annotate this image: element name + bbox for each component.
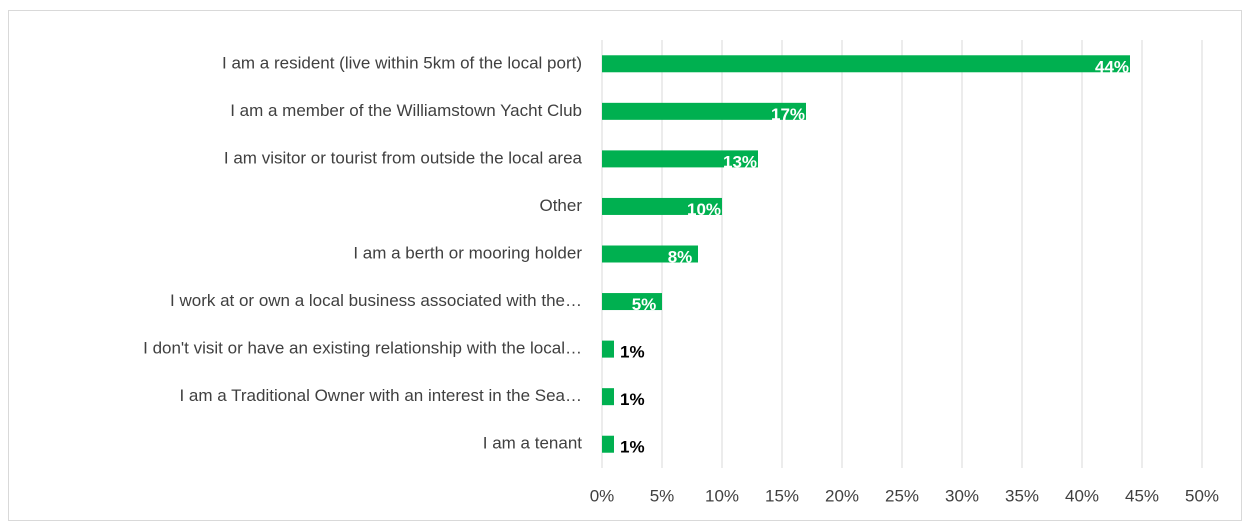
data-label: 5%: [632, 295, 657, 314]
x-tick-label: 40%: [1065, 486, 1099, 505]
bar: [602, 388, 614, 406]
y-tick-label: I work at or own a local business associ…: [170, 291, 582, 310]
bar: [602, 293, 662, 311]
data-label: 1%: [620, 390, 645, 409]
x-tick-label: 30%: [945, 486, 979, 505]
y-tick-label: I am a tenant: [483, 434, 583, 453]
x-tick-label: 35%: [1005, 486, 1039, 505]
bar: [602, 245, 698, 263]
y-tick-label: Other: [539, 196, 582, 215]
bar: [602, 55, 1130, 73]
chart-frame: [8, 10, 1242, 521]
x-tick-label: 0%: [590, 486, 615, 505]
y-tick-label: I am a Traditional Owner with an interes…: [179, 386, 582, 405]
y-tick-label: I am visitor or tourist from outside the…: [224, 148, 583, 167]
x-tick-label: 25%: [885, 486, 919, 505]
x-tick-label: 45%: [1125, 486, 1159, 505]
data-label: 10%: [687, 200, 721, 219]
bar: [602, 197, 722, 215]
data-label: 1%: [620, 438, 645, 457]
bar: [602, 150, 758, 168]
y-tick-label: I am a member of the Williamstown Yacht …: [230, 101, 582, 120]
y-tick-label: I am a berth or mooring holder: [353, 243, 582, 262]
x-tick-label: 15%: [765, 486, 799, 505]
x-tick-label: 20%: [825, 486, 859, 505]
data-label: 13%: [723, 152, 757, 171]
data-label: 44%: [1095, 57, 1129, 76]
bar: [602, 102, 806, 120]
data-label: 8%: [668, 247, 693, 266]
x-tick-label: 10%: [705, 486, 739, 505]
y-tick-label: I am a resident (live within 5km of the …: [222, 53, 582, 72]
bar: [602, 435, 614, 453]
data-label: 17%: [771, 105, 805, 124]
x-tick-label: 5%: [650, 486, 675, 505]
x-tick-label: 50%: [1185, 486, 1219, 505]
y-tick-label: I don't visit or have an existing relati…: [143, 339, 582, 358]
bar: [602, 340, 614, 358]
data-label: 1%: [620, 343, 645, 362]
